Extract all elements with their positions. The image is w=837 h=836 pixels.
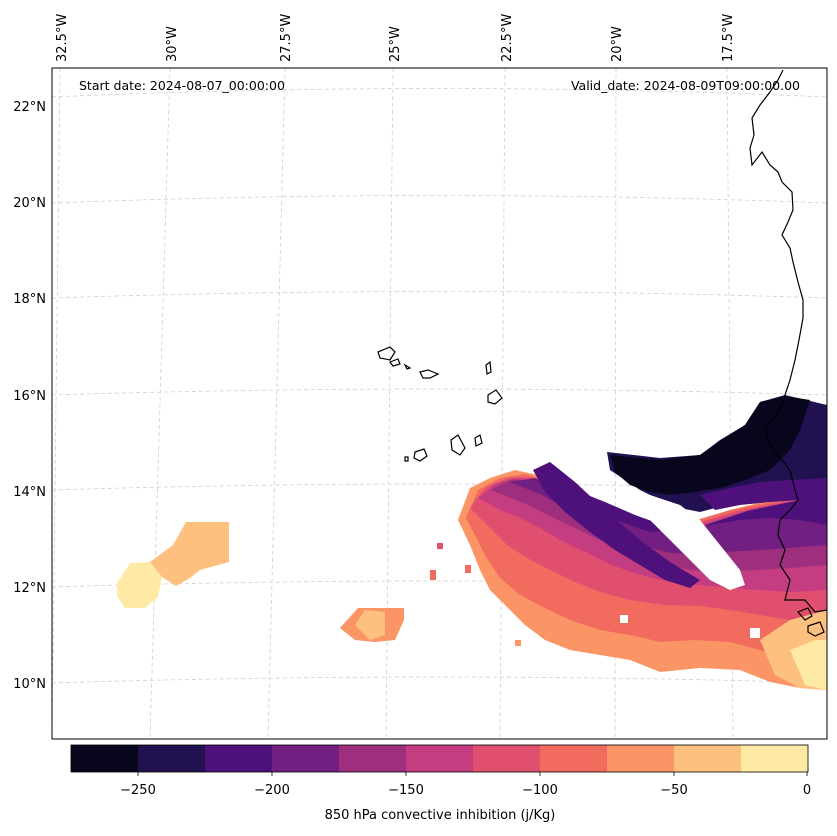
cin-field (117, 395, 827, 690)
latitude-labels: 22°N 20°N 18°N 16°N 14°N 12°N 10°N (13, 100, 46, 692)
colorbar-tick-label: −100 (522, 783, 558, 798)
colorbar-segment (406, 745, 474, 772)
lon-label: 30°W (165, 26, 180, 62)
colorbar-segment (138, 745, 206, 772)
colorbar (70, 744, 809, 776)
lon-label: 20°W (610, 26, 625, 62)
lon-label: 27.5°W (279, 14, 294, 62)
lon-label: 32.5°W (55, 14, 70, 62)
map-frame (51, 67, 828, 740)
colorbar-tick-label: −250 (120, 783, 156, 798)
lat-label: 16°N (13, 389, 46, 404)
lat-label: 12°N (13, 581, 46, 596)
gridlines (52, 68, 827, 739)
colorbar-label: 850 hPa convective inhibition (j/Kg) (324, 808, 556, 823)
lon-label: 25°W (388, 26, 403, 62)
colorbar-segment (205, 745, 273, 772)
map-area (52, 68, 827, 739)
colorbar-segment (741, 745, 809, 772)
lat-label: 14°N (13, 485, 46, 500)
lat-label: 22°N (13, 100, 46, 115)
colorbar-segment (674, 745, 742, 772)
lat-label: 20°N (13, 196, 46, 211)
colorbar-segment (540, 745, 608, 772)
lon-label: 22.5°W (500, 14, 515, 62)
valid-date-label: Valid_date: 2024-08-09T09:00:00.00 (571, 78, 800, 93)
start-date-label: Start date: 2024-08-07_00:00:00 (79, 78, 285, 93)
colorbar-segment (607, 745, 675, 772)
colorbar-segment (473, 745, 541, 772)
colorbar-segment (339, 745, 407, 772)
colorbar-tick-label: −50 (660, 783, 687, 798)
lat-label: 10°N (13, 677, 46, 692)
colorbar-segment (272, 745, 340, 772)
colorbar-tick-label: −150 (388, 783, 424, 798)
lon-label: 17.5°W (721, 14, 736, 62)
lat-label: 18°N (13, 292, 46, 307)
longitude-labels: 32.5°W 30°W 27.5°W 25°W 22.5°W 20°W 17.5… (55, 14, 736, 62)
colorbar-segment (71, 745, 139, 772)
colorbar-tick-label: 0 (803, 783, 811, 798)
coastlines (377, 69, 827, 637)
colorbar-frame (70, 744, 809, 773)
colorbar-ticks: −250 −200 −150 −100 −50 0 (120, 783, 811, 798)
colorbar-tick-label: −200 (254, 783, 290, 798)
